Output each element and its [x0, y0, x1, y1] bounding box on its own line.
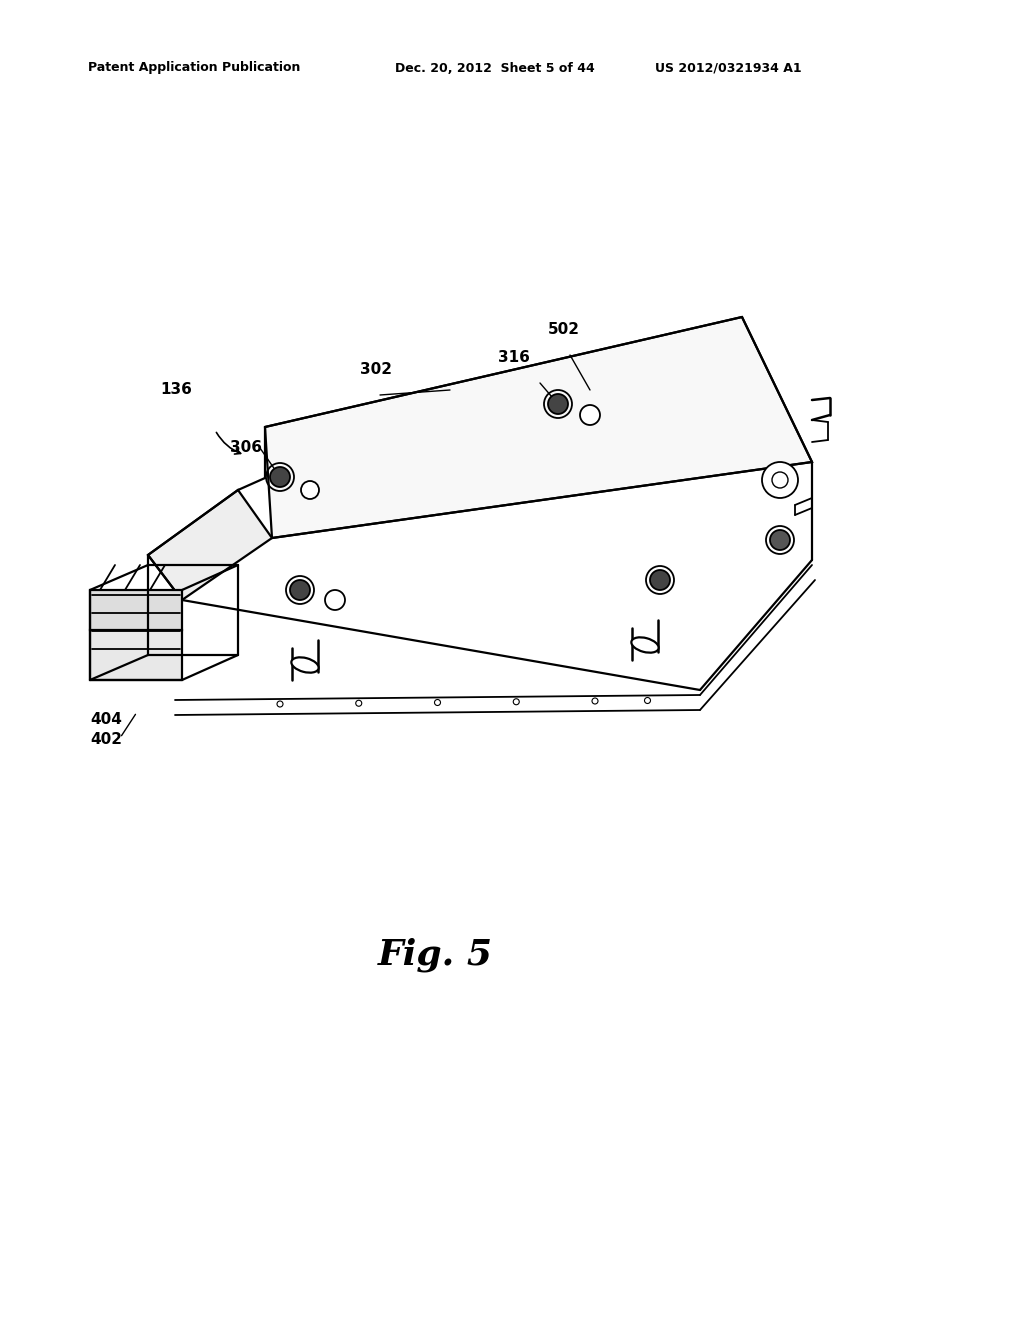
Text: US 2012/0321934 A1: US 2012/0321934 A1: [655, 62, 802, 74]
Text: Fig. 5: Fig. 5: [378, 937, 493, 973]
Circle shape: [762, 462, 798, 498]
Circle shape: [278, 701, 283, 708]
Circle shape: [772, 473, 788, 488]
Text: 136: 136: [160, 383, 191, 397]
Text: 402: 402: [90, 733, 122, 747]
Text: 404: 404: [90, 713, 122, 727]
Polygon shape: [148, 490, 272, 601]
Circle shape: [513, 698, 519, 705]
Text: 502: 502: [548, 322, 580, 338]
Text: 316: 316: [498, 351, 529, 366]
Circle shape: [770, 531, 790, 550]
Ellipse shape: [632, 638, 658, 652]
Circle shape: [270, 467, 290, 487]
Circle shape: [325, 590, 345, 610]
Ellipse shape: [292, 657, 318, 673]
Circle shape: [592, 698, 598, 704]
Polygon shape: [90, 590, 182, 630]
Circle shape: [434, 700, 440, 705]
Polygon shape: [265, 317, 812, 539]
Circle shape: [290, 579, 310, 601]
Circle shape: [644, 697, 650, 704]
Circle shape: [650, 570, 670, 590]
Circle shape: [580, 405, 600, 425]
Text: Patent Application Publication: Patent Application Publication: [88, 62, 300, 74]
Circle shape: [548, 393, 568, 414]
Text: Dec. 20, 2012  Sheet 5 of 44: Dec. 20, 2012 Sheet 5 of 44: [395, 62, 595, 74]
Text: 302: 302: [360, 363, 392, 378]
Circle shape: [355, 700, 361, 706]
Text: 306: 306: [230, 440, 262, 454]
Circle shape: [301, 480, 319, 499]
Polygon shape: [90, 630, 182, 680]
